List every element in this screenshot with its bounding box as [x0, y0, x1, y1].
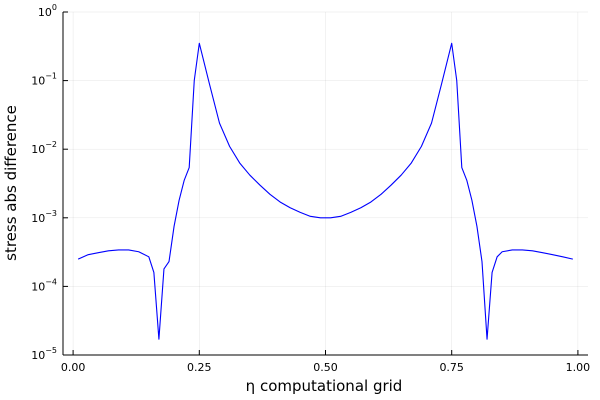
x-tick-label: 1.00	[566, 361, 591, 374]
ticks-layer: 0.00 0.25 0.50 0.75 1.00 10−5 10−4 10−3 10−2 10−1…	[31, 3, 590, 374]
x-tick-label: 0.75	[439, 361, 464, 374]
y-tick-label: 10−5	[31, 346, 57, 362]
y-axis-title: stress abs difference	[2, 105, 20, 261]
x-tick-label: 0.25	[187, 361, 212, 374]
y-tick-label: 10−4	[31, 277, 57, 293]
x-tick-label: 0.00	[61, 361, 86, 374]
x-axis-title: η computational grid	[246, 377, 403, 395]
x-tick-label: 0.50	[313, 361, 338, 374]
y-tick-label: 10−3	[31, 209, 57, 225]
y-tick-label: 100	[38, 3, 57, 19]
grid-layer	[63, 11, 588, 356]
series-line	[77, 42, 573, 340]
series-layer	[77, 42, 573, 340]
y-tick-label: 10−1	[31, 72, 57, 88]
y-tick-label: 10−2	[31, 140, 57, 156]
